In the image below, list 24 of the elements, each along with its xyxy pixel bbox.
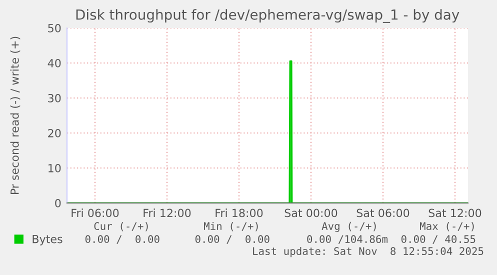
y-tick-label: 50 (48, 24, 61, 32)
y-tick-label: 20 (48, 128, 61, 138)
y-tick-label: 0 (55, 198, 61, 208)
text: Min (-/+) (204, 222, 258, 232)
text: Max (-/+) (420, 222, 474, 232)
text: Last update: Sat Nov 8 12:55:04 2025 (253, 246, 484, 258)
x-tick-label: Fri 06:00 (72, 208, 119, 218)
text: Avg (-/+) (322, 222, 376, 232)
x-tick-label: Sat 06:00 (356, 208, 410, 218)
text: 0.00 / 0.00 (195, 235, 270, 244)
x-tick-label: Sat 12:00 (428, 208, 482, 218)
text: 0.00 /104.86m (307, 235, 388, 244)
legend-label: Bytes (32, 234, 62, 246)
text: 0.00 / 40.55 (401, 235, 476, 244)
text: 0.00 / 0.00 (85, 235, 160, 244)
y-tick-label: 40 (48, 58, 61, 68)
y-tick-label: 30 (48, 94, 61, 102)
chart-title: Disk throughput for /dev/ephemera-vg/swap_1 - by day (76, 9, 460, 23)
y-axis-title: Pr second read (-) / write (+) (10, 36, 20, 194)
text: Cur (-/+) (94, 222, 148, 232)
x-tick-label: Fri 18:00 (216, 208, 263, 218)
y-tick-label: 10 (48, 164, 61, 172)
x-tick-label: Sat 00:00 (284, 208, 338, 218)
x-tick-label: Fri 12:00 (144, 208, 191, 218)
